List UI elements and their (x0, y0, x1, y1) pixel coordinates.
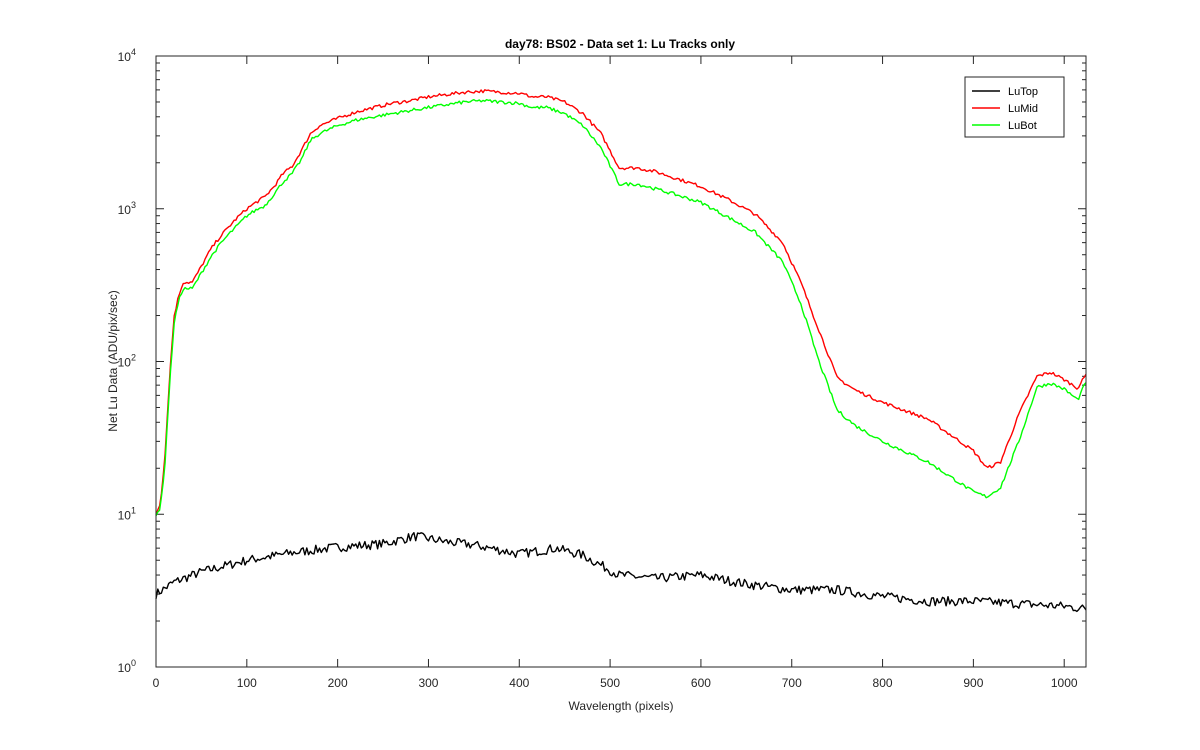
series-line-lubot (155, 98, 1087, 517)
x-tick-label: 900 (963, 676, 983, 690)
x-tick-label: 200 (328, 676, 348, 690)
x-tick-label: 0 (153, 676, 160, 690)
series-line-lutop (155, 532, 1087, 613)
x-tick-label: 700 (782, 676, 802, 690)
legend-label-lubot: LuBot (1008, 120, 1037, 132)
x-tick-label: 1000 (1051, 676, 1078, 690)
x-tick-label: 800 (873, 676, 893, 690)
plot-area (156, 56, 1086, 667)
y-axis-label: Net Lu Data (ADU/pix/sec) (106, 290, 120, 431)
y-tick-base: 10 (118, 356, 132, 370)
y-tick-base: 10 (118, 203, 132, 217)
y-tick-exponent: 0 (131, 658, 136, 668)
y-tick-exponent: 3 (131, 200, 136, 210)
legend: LuTop LuMid LuBot (964, 76, 1065, 138)
y-tick-label: 100 (118, 658, 136, 675)
x-tick-labels: 0 100 200 300 400 500 600 700 800 900 1000 (153, 676, 1078, 690)
legend-label-lutop: LuTop (1008, 86, 1038, 98)
series-line-lumid (155, 89, 1087, 516)
y-tick-label: 101 (118, 505, 136, 522)
legend-box (964, 76, 1065, 138)
y-tick-base: 10 (118, 508, 132, 522)
y-tick-label: 103 (118, 200, 136, 217)
y-tick-label: 104 (118, 47, 136, 64)
series-layer (155, 89, 1087, 613)
x-tick-label: 500 (600, 676, 620, 690)
x-axis-label: Wavelength (pixels) (569, 699, 674, 713)
y-tick-base: 10 (118, 661, 132, 675)
plot-frame (155, 55, 1087, 668)
x-tick-label: 400 (509, 676, 529, 690)
y-tick-exponent: 4 (131, 47, 136, 57)
legend-label-lumid: LuMid (1008, 103, 1038, 115)
x-tick-label: 100 (237, 676, 257, 690)
y-tick-exponent: 1 (131, 505, 136, 515)
chart-title: day78: BS02 - Data set 1: Lu Tracks only (505, 37, 735, 51)
x-tick-label: 600 (691, 676, 711, 690)
y-tick-label: 102 (118, 353, 136, 370)
y-tick-base: 10 (118, 50, 132, 64)
x-tick-label: 300 (418, 676, 438, 690)
y-tick-exponent: 2 (131, 353, 136, 363)
